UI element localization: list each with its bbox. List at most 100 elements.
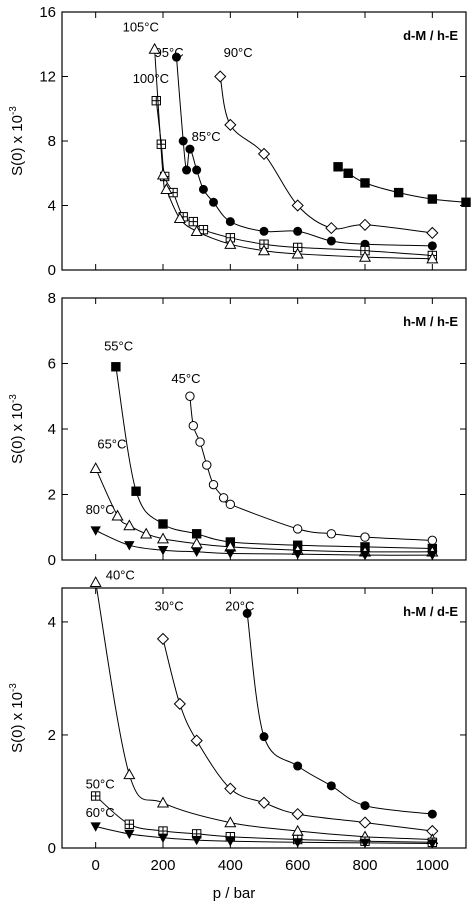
series-label: 40°C <box>106 568 135 583</box>
data-point <box>156 168 170 180</box>
data-point <box>359 838 371 849</box>
data-point <box>202 460 212 470</box>
y-tick-label: 0 <box>48 552 56 569</box>
data-point <box>461 197 471 207</box>
panel-tag: h-M / d-E <box>403 604 458 619</box>
data-point <box>292 838 303 848</box>
y-axis-label: S(0) x 10-3 <box>8 683 26 753</box>
series-90C: 90°C <box>214 45 439 240</box>
series-label: 65°C <box>97 437 126 452</box>
series-95C: 95°C <box>155 45 437 251</box>
series-line <box>246 613 433 815</box>
series-20C: 20°C <box>225 599 437 819</box>
chart-panel-2: 0 2 4 6 8 S(0) x 10-3 h-M / h-E 45°C 55°C 65°C 80°… <box>8 290 467 569</box>
data-point <box>191 547 202 558</box>
plot-frame <box>61 587 467 849</box>
series-line <box>176 57 433 247</box>
series-label: 60°C <box>86 805 115 820</box>
data-point <box>89 462 102 473</box>
data-point <box>360 801 370 811</box>
data-point <box>160 183 173 195</box>
data-point <box>224 782 237 795</box>
data-point <box>151 95 161 106</box>
chart-panel-3: 0 2 4 0 200 400 600 800 1000 S(0) x 10-3 p / bar h-… <box>8 568 467 902</box>
y-tick-label: 0 <box>48 262 56 279</box>
data-point <box>343 168 353 178</box>
data-point <box>124 819 135 829</box>
series-label: 80°C <box>86 502 115 517</box>
data-point <box>173 697 186 710</box>
plot-frame <box>61 297 467 561</box>
data-point <box>214 70 227 83</box>
series-line <box>154 49 433 260</box>
data-point <box>427 241 437 251</box>
data-point <box>326 236 336 246</box>
data-point <box>293 761 303 771</box>
data-point <box>188 421 199 431</box>
data-point <box>292 524 303 534</box>
data-point <box>124 541 135 551</box>
series-label: 30°C <box>155 599 184 614</box>
data-point <box>426 252 439 264</box>
data-point <box>185 391 195 401</box>
data-point <box>257 796 271 809</box>
data-point <box>195 437 205 447</box>
x-tick-label: 200 <box>150 857 175 874</box>
data-point <box>225 499 236 510</box>
data-point <box>157 833 169 844</box>
series-label: 95°C <box>155 45 184 60</box>
y-tick-label: 4 <box>48 198 56 215</box>
data-point <box>192 165 202 175</box>
data-point <box>326 529 337 539</box>
y-axis-label: S(0) x 10-3 <box>8 394 26 464</box>
data-point <box>426 226 439 240</box>
data-point <box>257 244 271 256</box>
data-point <box>111 509 124 521</box>
data-point <box>185 144 195 154</box>
data-point <box>257 147 271 161</box>
series-line <box>95 468 433 553</box>
data-point <box>156 796 170 808</box>
y-tick-label: 6 <box>48 356 56 373</box>
data-point <box>124 829 135 840</box>
data-point <box>156 632 170 645</box>
data-point <box>171 52 181 62</box>
data-point <box>191 835 202 846</box>
series-label: 85°C <box>192 129 221 144</box>
data-point <box>291 247 304 259</box>
x-tick-label: 400 <box>218 857 243 874</box>
x-tick-label: 1000 <box>416 857 449 874</box>
data-point <box>123 768 136 780</box>
data-point <box>156 532 170 544</box>
y-tick-label: 0 <box>48 840 56 857</box>
data-point <box>393 187 404 198</box>
data-point <box>190 225 203 236</box>
x-tick-label: 600 <box>285 857 310 874</box>
x-tick-label: 800 <box>352 857 377 874</box>
series-45C: 45°C <box>171 371 438 546</box>
data-point <box>90 822 101 832</box>
series-label: 20°C <box>225 599 254 614</box>
data-point <box>358 250 372 262</box>
data-point <box>190 734 203 747</box>
data-point <box>427 194 438 204</box>
data-point <box>427 550 438 561</box>
series-label: 50°C <box>86 777 115 792</box>
data-point <box>131 486 141 496</box>
data-point <box>123 519 136 531</box>
series-50C: 50°C <box>86 777 438 848</box>
data-point <box>90 526 101 536</box>
data-point <box>291 807 304 821</box>
x-tick-label: 0 <box>91 857 99 874</box>
data-point <box>225 217 235 227</box>
data-point <box>198 184 208 194</box>
panel-tag: d-M / h-E <box>403 28 458 43</box>
data-point <box>209 197 218 207</box>
data-point <box>140 527 153 539</box>
chart-panel-1: 0 4 8 12 16 S(0) x 10-3 d-M / h-E 85°C 90°C 95°C 1… <box>8 4 471 279</box>
data-point <box>292 549 303 560</box>
data-point <box>360 178 370 188</box>
data-point <box>427 535 438 546</box>
series-85C: 85°C <box>192 129 471 207</box>
data-point <box>208 479 219 490</box>
